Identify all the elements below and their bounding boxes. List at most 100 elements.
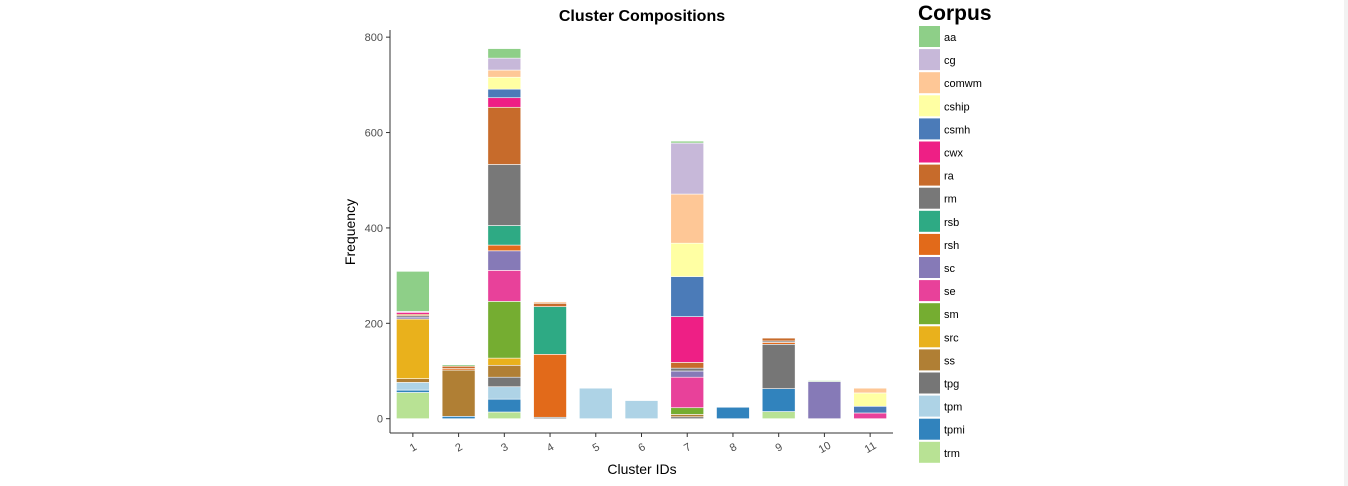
bar-segment-ss-cluster-2 [441, 369, 476, 417]
x-tick-label: 6 [636, 441, 647, 454]
bar-segment-cship-cluster-7 [670, 242, 704, 277]
bar-segment-rm-cluster-3 [487, 164, 522, 226]
legend-label-se: se [944, 286, 956, 298]
legend-label-sc: sc [944, 263, 956, 275]
bar-segment-aa-cluster-1 [396, 271, 430, 312]
legend-label-cg: cg [944, 55, 956, 67]
bar-segment-cwx-cluster-7 [670, 316, 704, 363]
x-tick-label: 3 [499, 441, 510, 454]
bar-segment-csmh-cluster-7 [670, 276, 704, 317]
bar-segment-ra-cluster-9 [761, 337, 796, 342]
x-tick-label: 5 [591, 441, 602, 454]
bar-segment-rsh-cluster-3 [487, 244, 522, 252]
bar-segment-rsh-cluster-4 [533, 354, 567, 418]
bar-segment-csmh-cluster-3 [487, 88, 522, 99]
bar-segment-sc-cluster-7 [670, 370, 704, 378]
legend-label-comwm: comwm [944, 78, 982, 90]
y-tick-label: 600 [365, 128, 383, 140]
legend-label-src: src [944, 332, 959, 344]
legend-key-csmh [919, 118, 940, 140]
legend-label-tpmi: tpmi [944, 425, 965, 437]
bar-segment-cwx-cluster-3 [487, 97, 522, 108]
bar-segment-trm-cluster-3 [487, 411, 522, 419]
legend-key-src [919, 326, 940, 348]
legend-key-se [919, 280, 940, 302]
legend-key-rsh [919, 233, 940, 255]
bar-segment-comwm-cluster-7 [670, 193, 704, 244]
legend-key-rsb [919, 210, 940, 232]
bar-segment-aa-cluster-3 [487, 48, 522, 59]
x-tick-label: 10 [817, 440, 834, 457]
bar-segment-ra-cluster-3 [487, 106, 522, 165]
bar-segment-cship-cluster-11 [853, 392, 887, 407]
legend-label-rm: rm [944, 194, 957, 206]
legend-label-csmh: csmh [944, 124, 970, 136]
bar-segment-tpm-cluster-5 [579, 387, 613, 419]
bar-segment-tpmi-cluster-3 [487, 398, 522, 413]
window-edge [1344, 0, 1348, 486]
x-tick-label: 2 [453, 441, 464, 454]
legend-title: Corpus [918, 2, 992, 25]
bar-segment-tpg-cluster-3 [487, 376, 522, 388]
legend-key-cg [919, 49, 940, 71]
legend-key-aa [919, 26, 940, 47]
legend-label-rsh: rsh [944, 240, 959, 252]
legend-key-comwm [919, 72, 940, 94]
bar-segment-sc-cluster-3 [487, 250, 522, 271]
bar-segment-ss-cluster-7 [670, 414, 704, 418]
bar-segment-rsb-cluster-3 [487, 225, 522, 246]
x-tick-label: 7 [682, 441, 693, 454]
legend-key-tpg [919, 372, 940, 394]
legend-key-ra [919, 164, 940, 186]
legend-key-tpm [919, 395, 940, 417]
bar-segment-comwm-cluster-3 [487, 69, 522, 78]
legend-key-sc [919, 257, 940, 278]
legend-label-cship: cship [944, 101, 970, 113]
bar-segment-tpmi-cluster-2 [441, 416, 476, 419]
y-tick-label: 0 [377, 414, 383, 426]
legend-key-tpmi [919, 418, 940, 440]
bar-segment-tpmi-cluster-1 [396, 389, 430, 393]
legend-key-sm [919, 303, 940, 325]
x-tick-label: 9 [774, 441, 785, 454]
bar-segment-aa-cluster-7 [670, 140, 704, 144]
legend-key-ss [919, 349, 940, 371]
x-axis-label: Cluster IDs [607, 461, 676, 477]
bar-segment-tpm-cluster-3 [487, 386, 522, 400]
legend-label-tpm: tpm [944, 402, 962, 414]
bar-segment-trm-cluster-9 [761, 411, 796, 419]
bar-segment-tpg-cluster-9 [761, 343, 796, 389]
legend-label-sm: sm [944, 309, 959, 321]
bar-segment-sm-cluster-7 [670, 407, 704, 415]
bar-segment-ra-cluster-7 [670, 362, 704, 369]
legend: Corpus aa cg comwm cship csmh cwx ra rm rsb rsh sc… [918, 2, 992, 463]
plot-area: 0 200 400 600 800 1 2 3 4 5 6 7 8 9 10 11 [365, 30, 893, 456]
legend-label-tpg: tpg [944, 379, 959, 391]
bar-segment-ss-cluster-3 [487, 364, 522, 378]
bar-segment-se-cluster-3 [487, 270, 522, 302]
y-tick-label: 400 [365, 223, 383, 235]
legend-label-rsb: rsb [944, 217, 959, 229]
x-tick-label: 8 [728, 441, 739, 454]
bar-segment-trm-cluster-1 [396, 392, 430, 419]
legend-label-ss: ss [944, 355, 956, 367]
bar-segment-tpm-cluster-6 [624, 400, 659, 419]
bar-segment-ra-cluster-2 [441, 365, 476, 369]
bar-segment-rsb-cluster-4 [533, 306, 567, 355]
bar-segment-aa-cluster-10 [807, 380, 842, 382]
bar-segment-tpmi-cluster-9 [761, 388, 796, 412]
bar-segment-sm-cluster-3 [487, 301, 522, 359]
bar-segment-tpmi-cluster-8 [716, 406, 750, 419]
x-tick-label: 1 [408, 441, 419, 454]
y-axis-label: Frequency [342, 199, 358, 265]
legend-key-trm [919, 441, 940, 463]
legend-label-aa: aa [944, 32, 957, 44]
bar-segment-csmh-cluster-11 [853, 405, 887, 414]
legend-label-ra: ra [944, 171, 955, 183]
bar-segment-sc-cluster-10 [807, 381, 842, 419]
x-tick-label: 11 [863, 440, 879, 456]
legend-key-cship [919, 95, 940, 117]
bar-segment-cship-cluster-3 [487, 76, 522, 90]
chart-title: Cluster Compositions [559, 8, 725, 25]
